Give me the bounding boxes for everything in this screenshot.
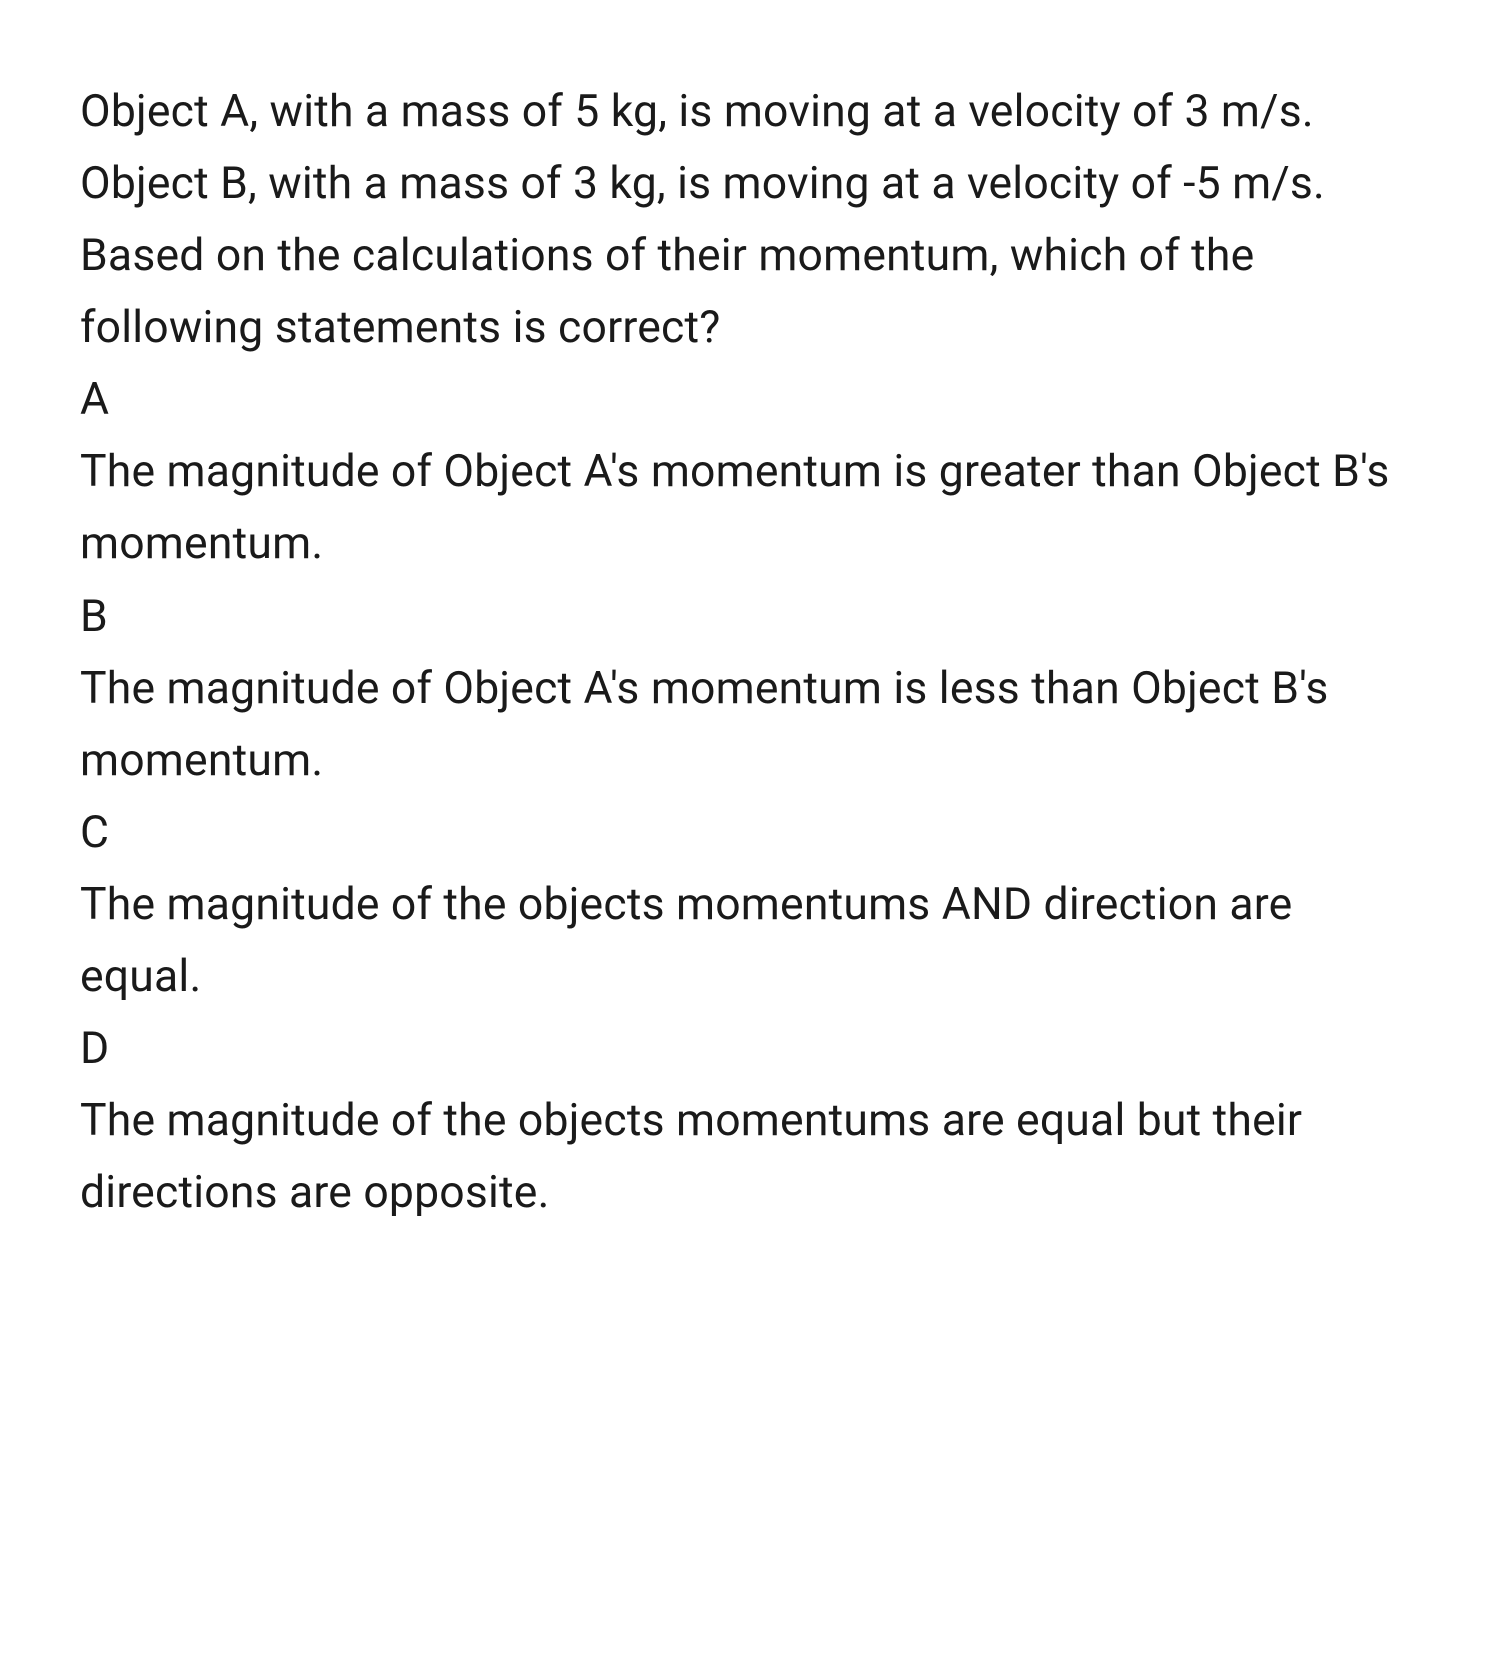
- option-d-text: The magnitude of the objects momentums a…: [80, 1084, 1420, 1228]
- option-a-label: A: [80, 363, 1420, 435]
- option-d-label: D: [80, 1012, 1420, 1084]
- option-b-label: B: [80, 580, 1420, 652]
- question-container: Object A, with a mass of 5 kg, is moving…: [80, 75, 1420, 1228]
- option-a-text: The magnitude of Object A's momentum is …: [80, 435, 1420, 579]
- option-b-text: The magnitude of Object A's momentum is …: [80, 652, 1420, 796]
- option-c-block[interactable]: C The magnitude of the objects momentums…: [80, 796, 1420, 1012]
- option-c-text: The magnitude of the objects momentums A…: [80, 868, 1420, 1012]
- option-a-block[interactable]: A The magnitude of Object A's momentum i…: [80, 363, 1420, 579]
- option-b-block[interactable]: B The magnitude of Object A's momentum i…: [80, 580, 1420, 796]
- question-stem: Object A, with a mass of 5 kg, is moving…: [80, 75, 1420, 363]
- option-d-block[interactable]: D The magnitude of the objects momentums…: [80, 1012, 1420, 1228]
- option-c-label: C: [80, 796, 1420, 868]
